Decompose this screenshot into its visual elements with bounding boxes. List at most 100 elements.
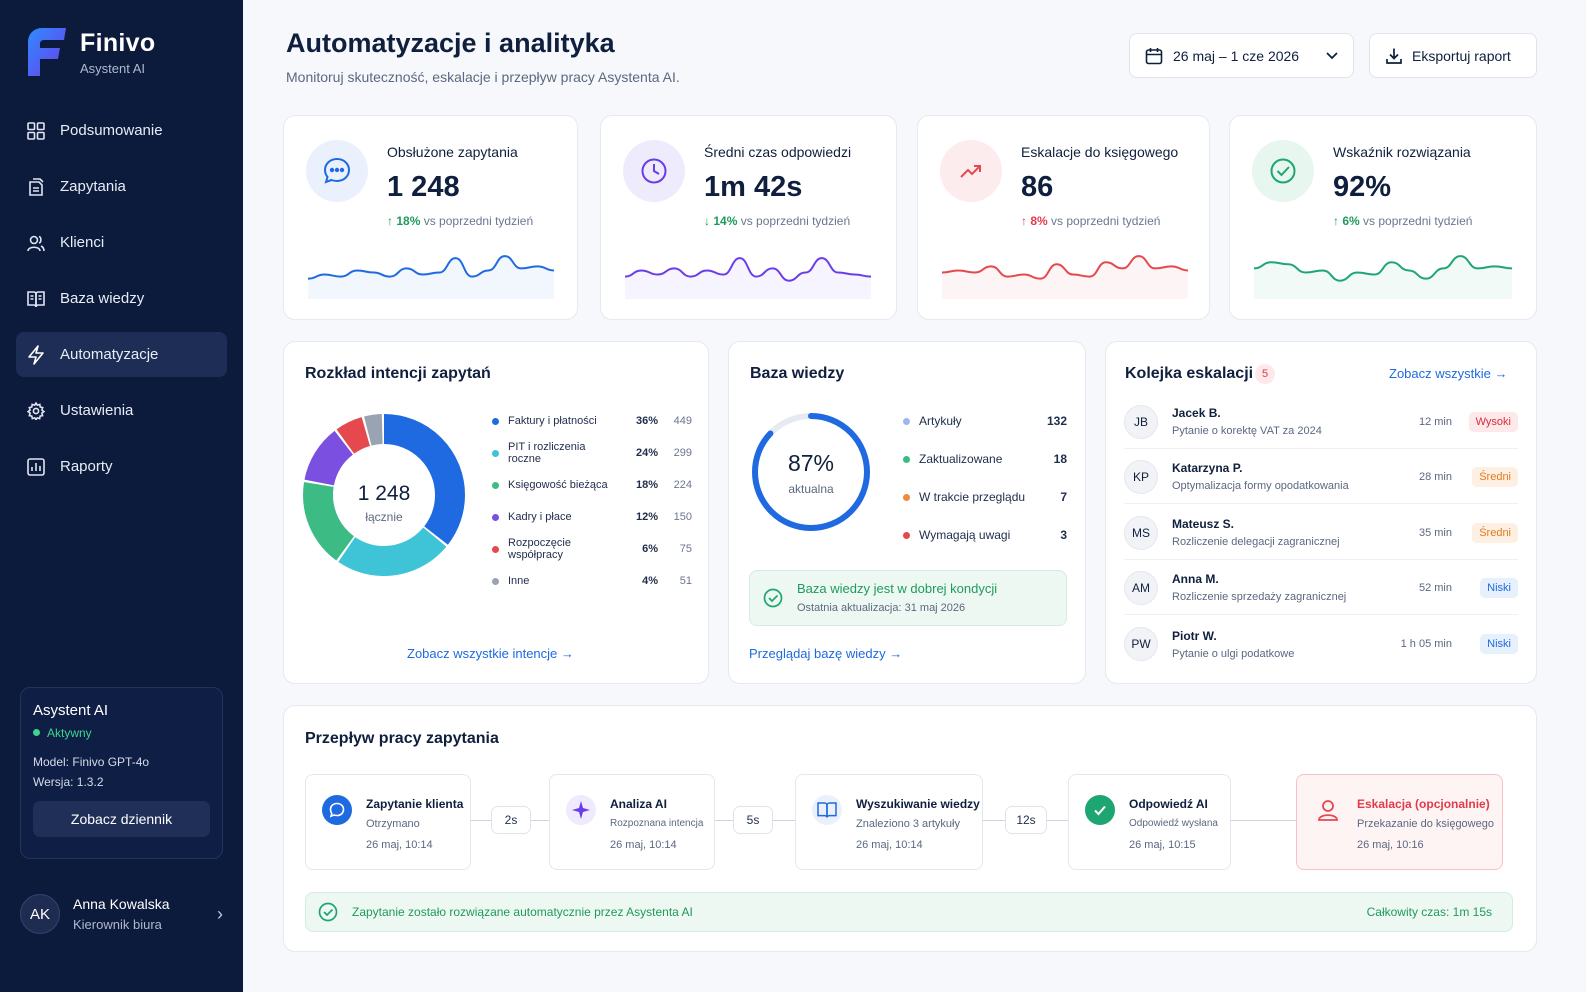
user-profile[interactable]: AK Anna Kowalska Kierownik biura › (20, 894, 223, 934)
view-all-intents-link[interactable]: Zobacz wszystkie intencje → (407, 646, 574, 661)
connector-line (1231, 820, 1296, 821)
browse-knowledge-link[interactable]: Przeglądaj bazę wiedzy → (749, 646, 902, 661)
knowledge-base-card: Baza wiedzy 87% aktualna Artykuły 132 Zak… (728, 341, 1086, 684)
avatar: AK (20, 894, 60, 934)
workflow-card: Przepływ pracy zapytania Zapytanie klien… (283, 705, 1537, 952)
legend-row: Kadry i płace 12% 150 (492, 507, 692, 527)
sidebar-item-ustawienia[interactable]: Ustawienia (16, 388, 227, 433)
legend-dot (492, 449, 499, 457)
legend-dot (492, 545, 499, 553)
escalation-time: 35 min (1418, 526, 1452, 539)
kb-dot (903, 493, 910, 501)
logo[interactable]: Finivo Asystent AI (24, 26, 155, 78)
kpi-card-resolution: Wskaźnik rozwiązania 92% ↑ 6% vs poprzed… (1229, 115, 1537, 320)
intent-distribution-card: Rozkład intencji zapytań 1 248 łącznie F… (283, 341, 709, 684)
escalation-row[interactable]: AM Anna M. Rozliczenie sprzedaży zagranic… (1124, 561, 1518, 615)
duration-badge: 2s (491, 806, 531, 834)
workflow-step[interactable]: Zapytanie klienta Otrzymano 26 maj, 10:1… (305, 774, 471, 870)
escalation-name: Piotr W. (1172, 628, 1217, 643)
step-sub: Przekazanie do księgowego (1357, 818, 1494, 830)
connector-line (471, 820, 491, 821)
export-report-button[interactable]: Eksportuj raport (1369, 33, 1537, 78)
priority-badge: Niski (1480, 634, 1518, 654)
kpi-label: Wskaźnik rozwiązania (1333, 144, 1471, 160)
ring-pct: 87% (787, 450, 835, 476)
legend-pct: 4% (642, 575, 658, 587)
step-sub: Odpowiedź wysłana (1129, 818, 1218, 829)
assistant-panel: Asystent AI Aktywny Model: Finivo GPT-4o… (20, 687, 223, 859)
sparkline-line (941, 255, 1189, 280)
kb-label: W trakcie przeglądu (919, 490, 1026, 504)
download-icon (1385, 47, 1403, 65)
documents-icon (26, 177, 46, 197)
sparkline-area (942, 256, 1188, 299)
step-date: 26 maj, 10:14 (366, 839, 433, 851)
legend-dot (492, 577, 499, 585)
escalation-time: 12 min (1418, 415, 1452, 428)
date-range-value: 26 maj – 1 cze 2026 (1173, 47, 1300, 64)
chat-icon (306, 140, 368, 202)
kpi-sparkline (307, 255, 555, 299)
sidebar-item-klienci[interactable]: Klienci (16, 220, 227, 265)
donut-slice-0[interactable] (303, 414, 465, 576)
legend-pct: 24% (635, 447, 658, 459)
workflow-step[interactable]: Analiza AI Rozpoznana intencja 26 maj, 1… (549, 774, 715, 870)
total-time: Całkowity czas: 1m 15s (1367, 905, 1492, 919)
step-title: Odpowiedź AI (1129, 797, 1208, 811)
sidebar-item-automatyzacje[interactable]: Automatyzacje (16, 332, 227, 377)
kpi-sparkline (941, 255, 1189, 299)
sidebar-item-raporty[interactable]: Raporty (16, 444, 227, 489)
sidebar-item-baza-wiedzy[interactable]: Baza wiedzy (16, 276, 227, 321)
escalation-row[interactable]: JB Jacek B. Pytanie o korektę VAT za 2024… (1124, 395, 1518, 449)
view-log-button[interactable]: Zobacz dziennik (33, 801, 210, 837)
gear-icon (26, 401, 46, 421)
step-date: 26 maj, 10:14 (610, 839, 677, 851)
date-range-picker[interactable]: 26 maj – 1 cze 2026 (1129, 33, 1354, 78)
step-sub: Rozpoznana intencja (610, 818, 704, 829)
legend-dot (492, 417, 499, 425)
sidebar-item-label: Raporty (60, 458, 113, 475)
kb-label: Wymagają uwagi (919, 528, 1011, 542)
workflow-step[interactable]: Eskalacja (opcjonalnie) Przekazanie do k… (1296, 774, 1503, 870)
kpi-delta-value: 6% (1342, 214, 1360, 228)
legend-label: Inne (508, 575, 530, 587)
kpi-delta-value: 14% (713, 214, 738, 228)
donut-slice-1[interactable] (303, 414, 465, 576)
result-text: Zapytanie zostało rozwiązane automatyczn… (352, 905, 693, 919)
legend-row: Księgowość bieżąca 18% 224 (492, 475, 692, 495)
arrow-right-icon: → (1494, 366, 1508, 381)
avatar: PW (1124, 627, 1158, 661)
total-time-label: Całkowity czas: (1366, 905, 1450, 919)
workflow-step[interactable]: Odpowiedź AI Odpowiedź wysłana 26 maj, 1… (1068, 774, 1231, 870)
connector-line (1047, 820, 1068, 821)
kpi-delta-text: vs poprzedni tydzień (1363, 214, 1473, 228)
page-title: Automatyzacje i analityka (286, 28, 615, 58)
card-title: Baza wiedzy (750, 365, 845, 382)
legend-count: 150 (673, 511, 692, 523)
kpi-label: Obsłużone zapytania (387, 144, 518, 160)
legend-label: Rozpoczęcie współpracy (508, 537, 571, 561)
link-label: Zobacz wszystkie intencje (407, 646, 558, 661)
step-title: Wyszukiwanie wiedzy (856, 797, 980, 811)
workflow-step[interactable]: Wyszukiwanie wiedzy Znaleziono 3 artykuł… (795, 774, 983, 870)
donut-slice-2[interactable] (303, 414, 465, 576)
kb-count: 7 (1060, 490, 1067, 504)
sidebar-item-podsumowanie[interactable]: Podsumowanie (16, 108, 227, 153)
priority-badge: Średni (1472, 522, 1518, 543)
step-title: Eskalacja (opcjonalnie) (1357, 797, 1490, 811)
sparkline-area (1254, 256, 1512, 299)
check-circle-icon (763, 588, 783, 608)
kb-count: 3 (1060, 528, 1067, 542)
escalation-row[interactable]: MS Mateusz S. Rozliczenie delegacji zagra… (1124, 506, 1518, 560)
chevron-right-icon[interactable]: › (217, 903, 223, 924)
sidebar-item-label: Podsumowanie (60, 122, 163, 139)
view-all-escalations-link[interactable]: Zobacz wszystkie → (1389, 366, 1508, 381)
kb-count: 18 (1053, 452, 1067, 466)
escalation-row[interactable]: KP Katarzyna P. Optymalizacja formy opoda… (1124, 450, 1518, 504)
sidebar-item-zapytania[interactable]: Zapytania (16, 164, 227, 209)
kpi-delta: ↑ 6% vs poprzedni tydzień (1333, 214, 1472, 228)
escalation-row[interactable]: PW Piotr W. Pytanie o ulgi podatkowe 1 h … (1124, 617, 1518, 671)
kpi-label: Średni czas odpowiedzi (704, 144, 852, 160)
sidebar: Finivo Asystent AI Podsumowanie Zapytani… (0, 0, 243, 992)
avatar: KP (1124, 459, 1158, 494)
